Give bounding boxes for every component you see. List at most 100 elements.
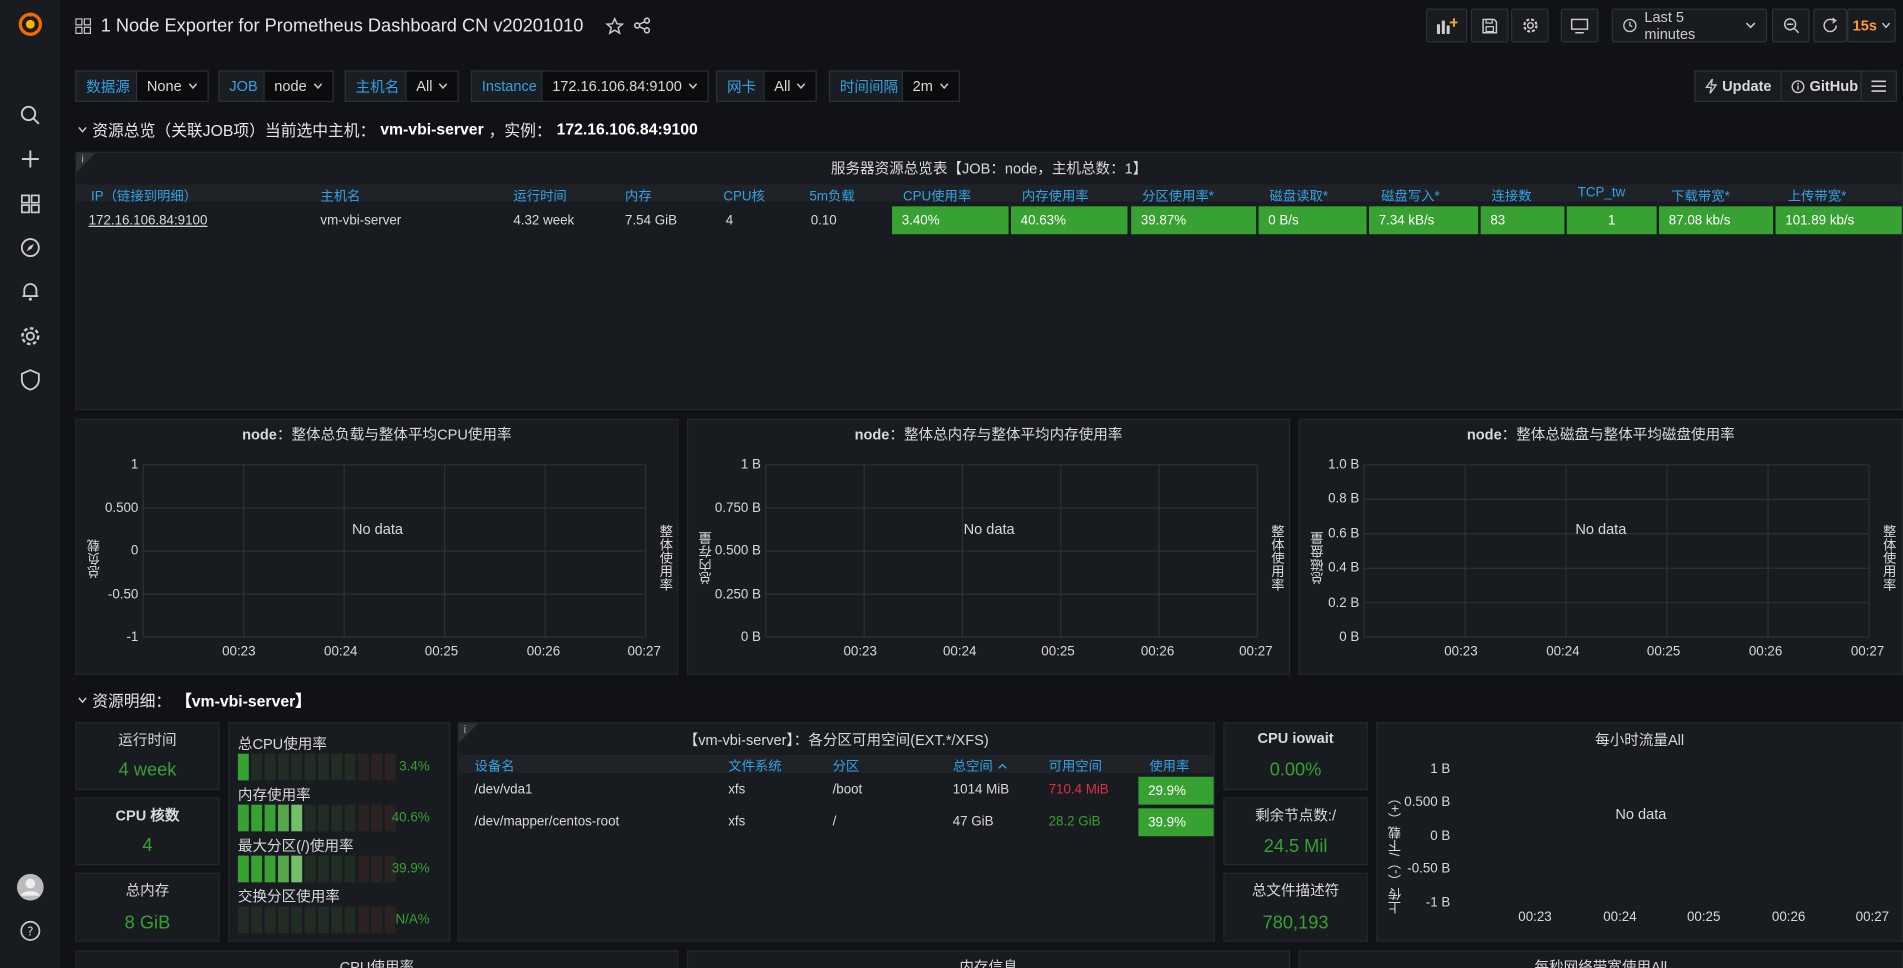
panel-info-icon[interactable]: i [76,152,96,173]
th-disk-read[interactable]: 磁盘读取* [1269,189,1329,204]
var-select-interval[interactable]: 2m [901,70,960,102]
part-row2-usage: 39.9% [1138,808,1214,837]
th-upload[interactable]: 上传带宽* [1787,189,1847,204]
server-admin-shield-icon[interactable] [17,367,44,394]
dashboards-icon[interactable] [17,191,44,218]
th-uptime[interactable]: 运行时间 [513,189,567,204]
help-icon[interactable]: ? [17,918,44,945]
xtick-label: 00:24 [1603,910,1637,925]
th-memory[interactable]: 内存 [625,189,652,204]
td-ip-link[interactable]: 172.16.106.84:9100 [88,213,208,229]
refresh-interval-picker[interactable]: 15s [1847,8,1896,43]
th-partition-usage[interactable]: 分区使用率* [1142,189,1214,204]
cpu-usage-panel-title: CPU使用率 [339,958,415,968]
th-hostname[interactable]: 主机名 [320,189,361,204]
ytick-label: 0 B [740,629,761,645]
stat-total-memory: 总内存 8 GiB [75,872,220,942]
dashboard-settings-button[interactable] [1510,8,1549,43]
row-detail-title[interactable]: 资源明细： 【vm-vbi-server】 [78,688,311,711]
var-value-datasource: None [146,77,182,95]
chevron-down-icon [188,83,197,90]
th-mountpoint[interactable]: 分区 [832,759,860,775]
th-fstype[interactable]: 文件系统 [728,759,782,775]
gauge-cell [277,855,289,883]
th-usage[interactable]: 使用率 [1149,759,1190,775]
panel-info-icon[interactable]: i [458,723,479,743]
row-overview-instance: 172.16.106.84:9100 [556,120,698,139]
add-panel-button[interactable] [1426,8,1468,43]
th-total-size[interactable]: 总空间 [953,756,1008,775]
zoom-out-button[interactable] [1771,8,1810,43]
gauge-value-cpu: 3.4% [399,759,430,775]
stat-file-descriptors: 总文件描述符 780,193 [1223,872,1368,942]
dashboard-grid-icon [75,17,92,34]
save-icon [1482,18,1498,33]
th-available[interactable]: 可用空间 [1048,759,1102,775]
th-tcp-tw[interactable]: TCP_tw [1577,185,1626,201]
update-link-label: Update [1722,77,1772,95]
th-connections[interactable]: 连接数 [1491,189,1532,204]
ytick-label: 0.250 B [714,587,761,602]
part-row2-fstype: xfs [728,814,746,829]
row-detail-host: 【vm-vbi-server】 [175,691,312,710]
gauge-cells-cpu [237,753,396,781]
alerting-bell-icon[interactable] [17,278,44,305]
ytick-label: 0.500 B [1404,794,1451,810]
y2label-load: 整体使用率 [657,524,673,592]
th-mem-usage[interactable]: 内存使用率 [1021,189,1089,204]
memory-info-panel: 内存信息 [686,950,1291,968]
ytick-label: -1 B [1425,895,1451,911]
xtick-label: 00:26 [1140,644,1175,660]
gauge-value-swap: N/A% [395,912,430,928]
ytick-label: 0.6 B [1328,526,1360,542]
th-cpu-cores[interactable]: CPU核 [723,189,765,204]
plus-icon[interactable] [17,146,44,173]
save-dashboard-button[interactable] [1470,8,1509,43]
part-row1-mount: /boot [832,782,863,798]
th-download[interactable]: 下载带宽* [1671,189,1730,204]
github-link[interactable]: GitHub [1780,70,1870,102]
chevron-down-icon [1881,22,1890,29]
gauge-cell [344,753,356,781]
row-overview-title[interactable]: 资源总览（关联JOB项）当前选中主机： vm-vbi-server ，实例： 172.… [78,118,698,141]
star-icon[interactable] [605,16,624,35]
links-menu-button[interactable] [1860,70,1897,102]
var-select-datasource[interactable]: None [135,70,209,102]
th-cpu-usage[interactable]: CPU使用率 [902,189,972,204]
var-select-job[interactable]: node [263,70,334,102]
time-range-label: Last 5 minutes [1644,8,1696,43]
part-row1-usage: 29.9% [1138,776,1214,805]
var-select-hostname[interactable]: All [405,70,460,102]
th-load5[interactable]: 5m负载 [809,189,855,204]
gauge-cell [317,906,329,934]
xtick-label: 00:23 [1518,910,1552,925]
refresh-interval-value: 15s [1852,16,1877,34]
refresh-icon [1823,17,1837,33]
graph-title-memory-host: node [854,425,890,443]
svg-text:?: ? [27,925,33,939]
time-range-picker[interactable]: Last 5 minutes [1611,8,1768,43]
user-avatar[interactable] [16,873,44,901]
refresh-button[interactable] [1813,8,1848,43]
graph-title-memory-text: ：整体总内存与整体平均内存使用率 [889,425,1123,443]
gauge-cell [237,906,249,934]
var-select-nic[interactable]: All [763,70,818,102]
gauge-cell [358,855,369,883]
summary-table-title: 服务器资源总览表【JOB：node，主机总数：1】 [830,160,1148,178]
td-partition-usage: 39.87% [1131,206,1257,235]
gauge-cell [317,855,329,883]
th-device[interactable]: 设备名 [474,759,515,775]
update-link[interactable]: Update [1694,70,1783,102]
explore-compass-icon[interactable] [17,234,44,261]
gear-icon [1522,18,1537,33]
stat-uptime: 运行时间 4 week [75,722,220,791]
dashboard-title[interactable]: 1 Node Exporter for Prometheus Dashboard… [100,15,584,36]
var-select-instance[interactable]: 172.16.106.84:9100 [541,70,709,102]
grafana-logo-icon[interactable] [17,11,44,38]
th-ip[interactable]: IP（链接到明细） [91,189,198,204]
configuration-gear-icon[interactable] [17,323,44,350]
th-disk-write[interactable]: 磁盘写入* [1381,189,1440,204]
share-icon[interactable] [633,17,650,34]
search-icon[interactable] [17,102,44,129]
cycle-view-mode-button[interactable] [1560,8,1599,43]
